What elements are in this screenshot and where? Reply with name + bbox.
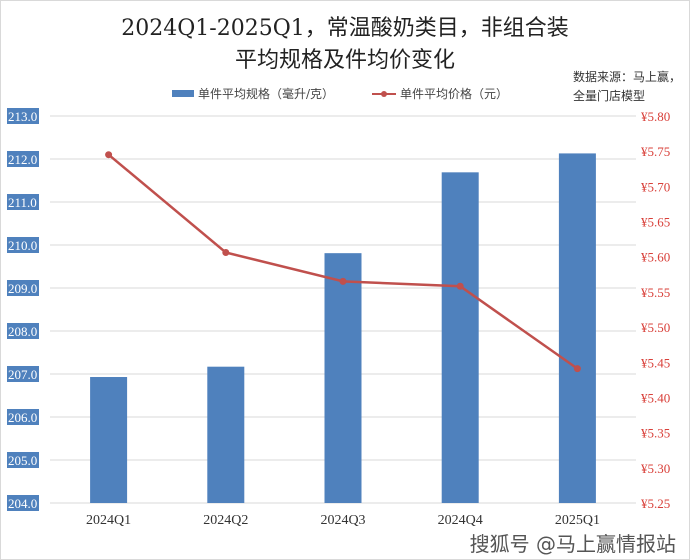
bar: [90, 377, 128, 503]
y-left-tick-label: 206.0: [8, 410, 37, 425]
y-right-tick-label: ¥5.40: [641, 390, 670, 405]
x-tick-label: 2024Q4: [438, 513, 483, 528]
y-right-tick-label: ¥5.70: [641, 179, 670, 194]
y-right-tick-label: ¥5.60: [641, 250, 670, 265]
legend-item-bar: 单件平均规格（毫升/克）: [172, 85, 334, 102]
source-line-1: 数据来源：马上赢，: [573, 70, 682, 84]
y-left-tick-highlight: [7, 194, 39, 210]
y-left-tick-label: 207.0: [8, 367, 37, 382]
price-point: [339, 277, 347, 285]
y-left-tick-highlight: [7, 280, 39, 296]
x-tick-label: 2025Q1: [555, 513, 600, 528]
y-left-tick-label: 209.0: [8, 281, 37, 296]
y-right-tick-label: ¥5.65: [641, 215, 670, 230]
legend-line-label: 单件平均价格（元）: [400, 87, 509, 101]
price-point: [222, 249, 230, 257]
y-left-tick-label: 210.0: [8, 238, 37, 253]
y-left-tick-label: 211.0: [8, 195, 37, 210]
y-right-tick-label: ¥5.80: [641, 109, 670, 124]
source-line-2: 全量门店模型: [573, 89, 646, 103]
legend-line-swatch: [372, 90, 396, 97]
bar: [558, 153, 596, 503]
price-point: [456, 282, 464, 290]
y-left-tick-label: 204.0: [8, 496, 37, 511]
bar: [324, 253, 362, 503]
chart-title-line2: 平均规格及件均价变化: [234, 48, 455, 73]
y-right-tick-label: ¥5.25: [641, 496, 670, 511]
x-tick-label: 2024Q1: [86, 513, 131, 528]
y-left-tick-label: 213.0: [8, 109, 37, 124]
price-point: [573, 365, 581, 373]
source-note: 数据来源：马上赢， 全量门店模型: [573, 68, 681, 106]
y-left-tick-highlight: [7, 323, 39, 339]
y-right-tick-label: ¥5.45: [641, 355, 670, 370]
y-left-tick-label: 212.0: [8, 152, 37, 167]
y-left-tick-highlight: [7, 452, 39, 468]
y-right-tick-label: ¥5.30: [641, 461, 670, 476]
legend-item-line: 单件平均价格（元）: [372, 85, 508, 102]
bar: [207, 366, 245, 503]
bar: [441, 172, 479, 503]
chart-title-line1: 2024Q1-2025Q1，常温酸奶类目，非组合装: [121, 16, 569, 41]
x-tick-label: 2024Q2: [203, 513, 248, 528]
y-left-tick-highlight: [7, 495, 39, 511]
y-right-tick-label: ¥5.50: [641, 320, 670, 335]
y-left-tick-label: 208.0: [8, 324, 37, 339]
y-left-tick-highlight: [7, 108, 39, 124]
y-left-tick-highlight: [7, 151, 39, 167]
y-right-tick-label: ¥5.75: [641, 144, 670, 159]
legend-bar-label: 单件平均规格（毫升/克）: [198, 87, 335, 101]
y-left-tick-highlight: [7, 366, 39, 382]
x-tick-label: 2024Q3: [320, 513, 365, 528]
watermark: 搜狐号 @马上赢情报站: [469, 532, 676, 556]
y-left-tick-highlight: [7, 409, 39, 425]
y-right-tick-label: ¥5.35: [641, 426, 670, 441]
legend-bar-swatch: [172, 90, 194, 97]
y-left-tick-highlight: [7, 237, 39, 253]
y-right-tick-label: ¥5.55: [641, 285, 670, 300]
price-point: [105, 151, 113, 159]
y-left-tick-label: 205.0: [8, 453, 37, 468]
